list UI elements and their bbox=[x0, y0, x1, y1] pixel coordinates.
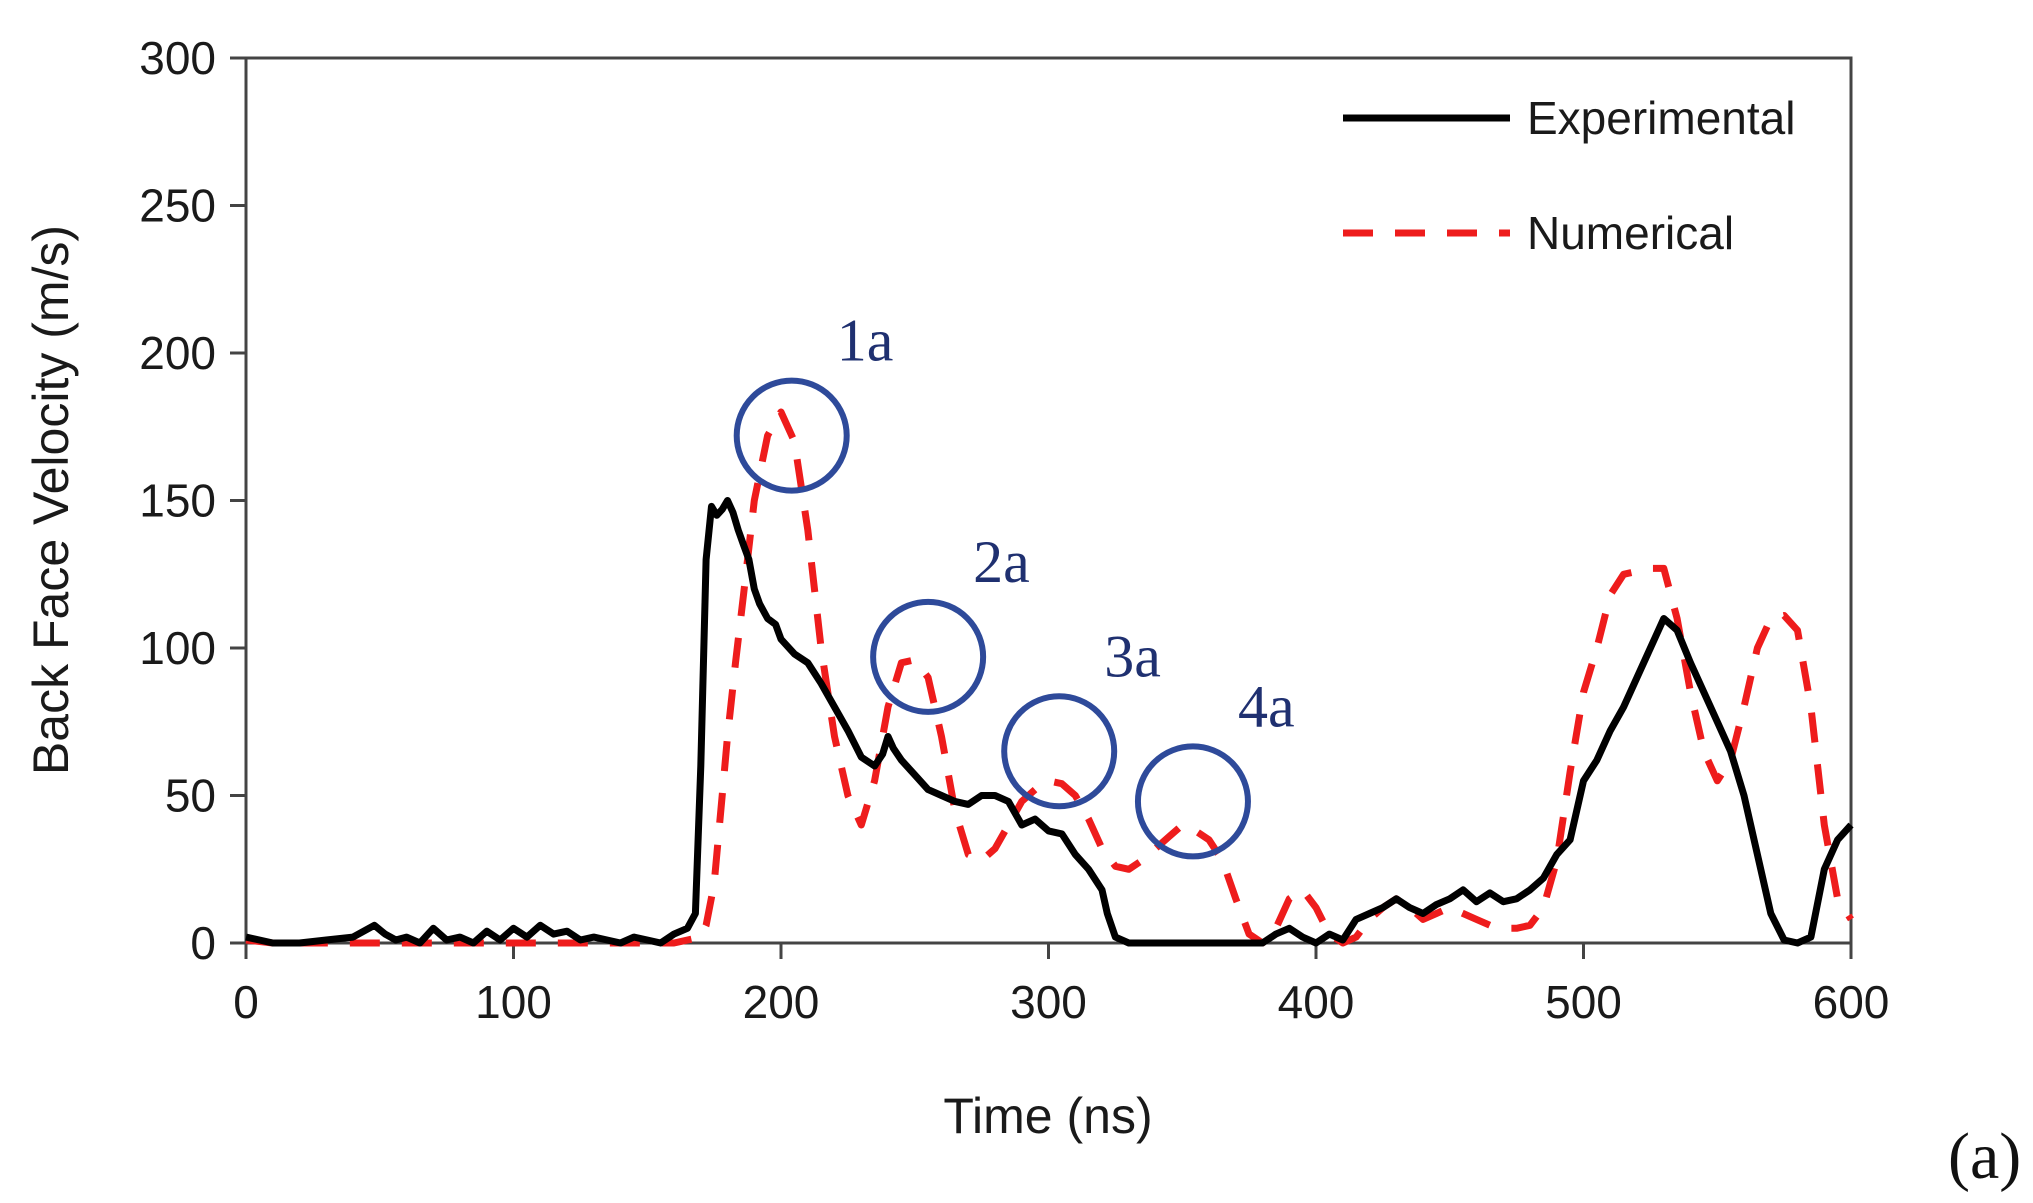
legend-label-numerical: Numerical bbox=[1527, 207, 1734, 259]
annotation-label-4a: 4a bbox=[1238, 673, 1295, 739]
annotation-label-2a: 2a bbox=[973, 529, 1030, 595]
y-axis: 0 50 100 150 200 250 300 bbox=[139, 32, 246, 969]
legend-label-experimental: Experimental bbox=[1527, 92, 1795, 144]
y-tick-label: 50 bbox=[165, 770, 216, 822]
annotation-circle-2a bbox=[870, 598, 987, 715]
y-tick-label: 250 bbox=[139, 180, 216, 232]
x-axis-title: Time (ns) bbox=[943, 1088, 1152, 1144]
x-axis: 0 100 200 300 400 500 600 bbox=[233, 943, 1889, 1028]
x-tick-label: 500 bbox=[1545, 976, 1622, 1028]
annotations-layer: 1a 2a 3a 4a bbox=[733, 308, 1295, 860]
series-layer bbox=[245, 408, 1854, 947]
series-line-experimental bbox=[245, 497, 1854, 947]
series-line-numerical bbox=[245, 408, 1854, 947]
x-tick-label: 200 bbox=[743, 976, 820, 1028]
x-tick-label: 100 bbox=[475, 976, 552, 1028]
y-tick-label: 200 bbox=[139, 327, 216, 379]
x-tick-label: 0 bbox=[233, 976, 259, 1028]
x-tick-label: 400 bbox=[1278, 976, 1355, 1028]
annotation-circle-1a bbox=[733, 377, 850, 494]
annotation-label-1a: 1a bbox=[837, 308, 894, 374]
annotation-label-3a: 3a bbox=[1104, 623, 1161, 689]
y-tick-label: 0 bbox=[190, 917, 216, 969]
legend: Experimental Numerical bbox=[1343, 92, 1795, 259]
y-tick-label: 100 bbox=[139, 622, 216, 674]
x-tick-label: 600 bbox=[1813, 976, 1890, 1028]
annotation-circle-3a bbox=[1001, 693, 1118, 810]
y-tick-label: 300 bbox=[139, 32, 216, 84]
x-tick-label: 300 bbox=[1010, 976, 1087, 1028]
y-axis-title: Back Face Velocity (m/s) bbox=[23, 225, 79, 775]
panel-label: (a) bbox=[1948, 1120, 2021, 1193]
y-tick-label: 150 bbox=[139, 475, 216, 527]
annotation-circle-4a bbox=[1134, 743, 1251, 860]
